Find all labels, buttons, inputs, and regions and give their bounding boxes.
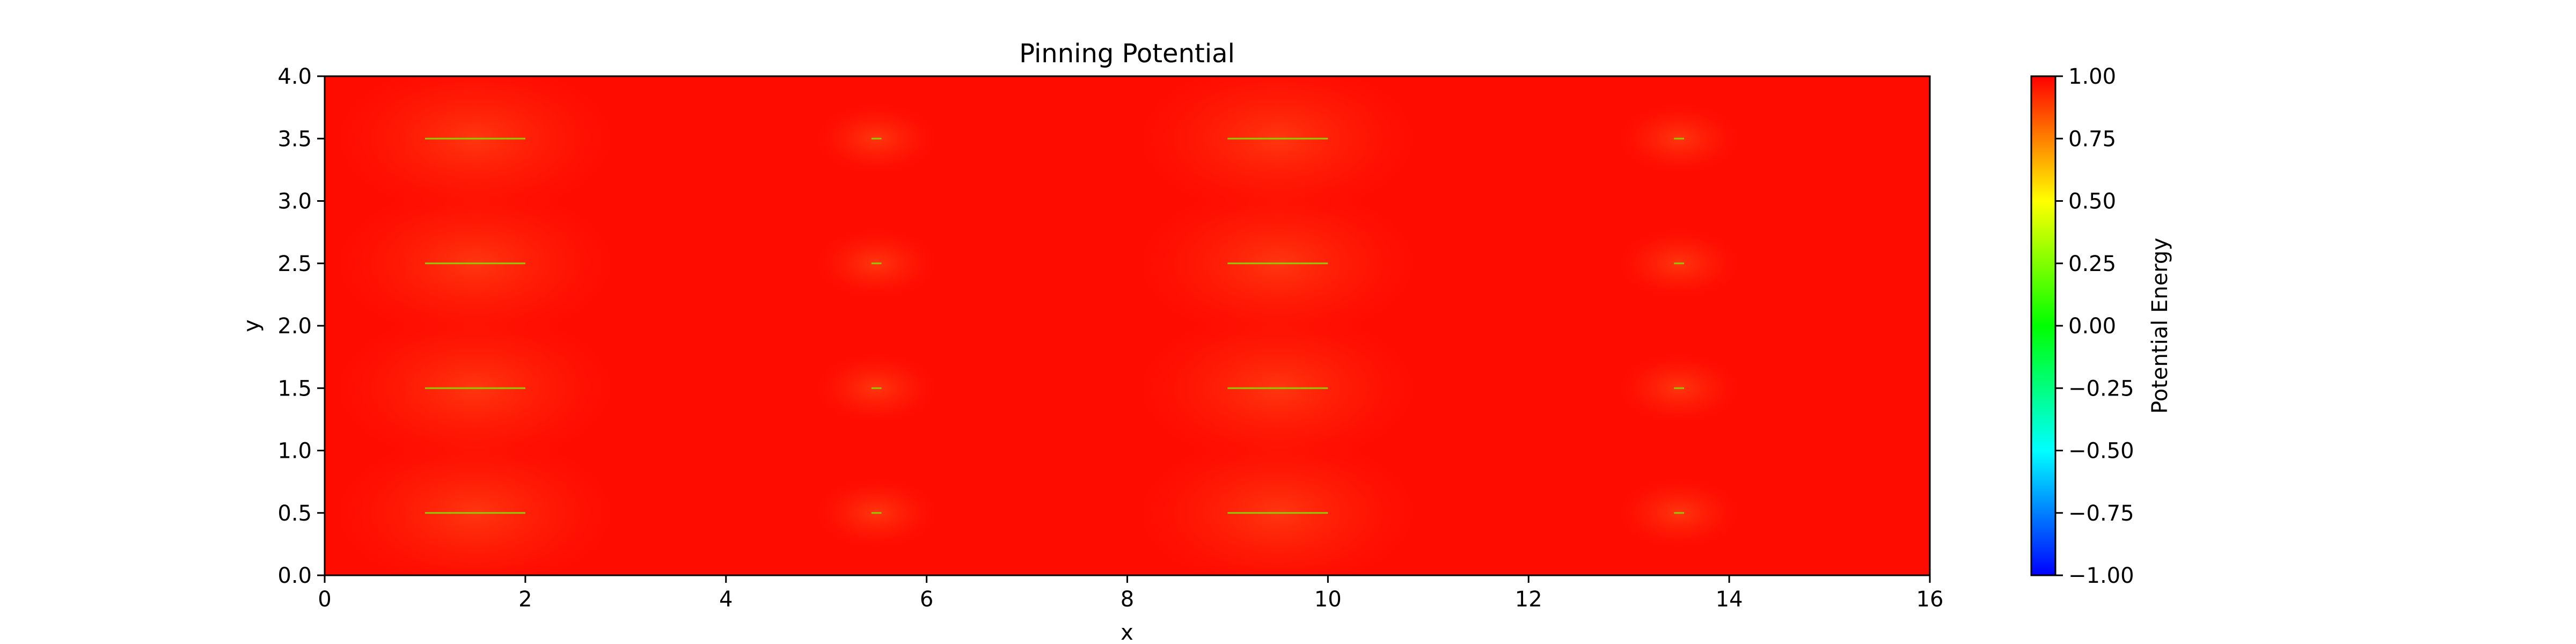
- y-axis-ticks: 0.0 0.5 1.0 1.5 2.0 2.5 3.0 3.5 4.0: [277, 64, 325, 588]
- colorbar-tick-label: 0.25: [2068, 252, 2116, 276]
- x-tick-label: 2: [518, 587, 532, 612]
- x-axis-label: x: [1121, 620, 1133, 644]
- y-tick-label: 2.0: [277, 314, 312, 339]
- x-tick-label: 6: [920, 587, 933, 612]
- y-tick-label: 1.5: [277, 376, 312, 401]
- colorbar-tick-label: 1.00: [2068, 64, 2116, 89]
- y-axis-label: y: [239, 319, 264, 332]
- colorbar-tick-label: 0.75: [2068, 127, 2116, 151]
- colorbar-tick-label: −1.00: [2068, 564, 2134, 588]
- x-axis-ticks: 0 2 4 6 8 10 12 14 16: [318, 575, 1943, 612]
- y-tick-label: 3.0: [277, 189, 312, 214]
- colorbar-tick-label: −0.25: [2068, 376, 2134, 401]
- colorbar-tick-label: −0.75: [2068, 501, 2134, 526]
- pinning-halo: [1127, 76, 1429, 222]
- pinning-halo: [325, 430, 626, 575]
- y-tick-label: 0.0: [277, 564, 312, 588]
- colorbar: [2030, 75, 2057, 576]
- x-tick-label: 4: [719, 587, 733, 612]
- pinning-halo: [1127, 430, 1429, 575]
- x-tick-label: 16: [1916, 587, 1944, 612]
- colorbar-tick-label: 0.00: [2068, 314, 2116, 339]
- x-tick-label: 8: [1121, 587, 1134, 612]
- y-tick-label: 0.5: [277, 501, 312, 526]
- pinning-site-lines: [425, 137, 1685, 514]
- x-tick-label: 14: [1716, 587, 1743, 612]
- colorbar-ticks: 1.00 0.75 0.50 0.25 0.00 −0.25 −0.50 −0.75 −1.00: [2055, 64, 2134, 588]
- pinning-halos: [325, 76, 1745, 575]
- y-tick-label: 4.0: [277, 64, 312, 89]
- y-tick-label: 2.5: [277, 252, 312, 276]
- colorbar-tick-label: −0.50: [2068, 439, 2134, 464]
- colorbar-label: Potential Energy: [2148, 238, 2172, 414]
- pinning-halo: [325, 76, 626, 222]
- colorbar-tick-label: 0.50: [2068, 189, 2116, 214]
- y-tick-label: 3.5: [277, 127, 312, 151]
- x-tick-label: 10: [1314, 587, 1342, 612]
- x-tick-label: 0: [318, 587, 331, 612]
- x-tick-label: 12: [1515, 587, 1542, 612]
- y-tick-label: 1.0: [277, 439, 312, 464]
- chart-title: Pinning Potential: [1019, 39, 1235, 69]
